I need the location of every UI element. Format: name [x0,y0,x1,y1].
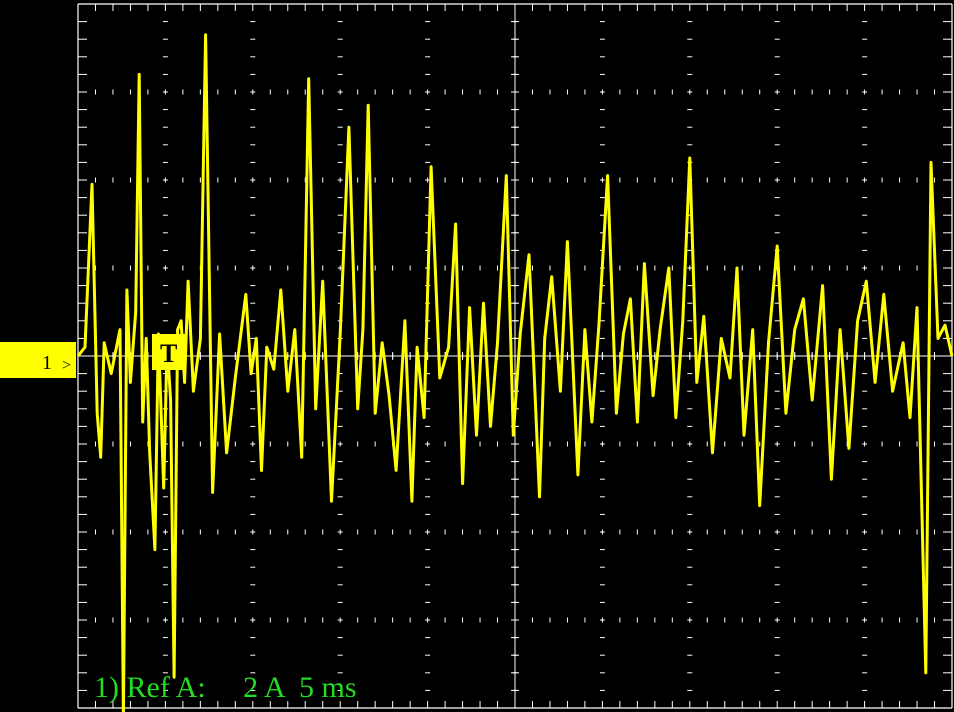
channel-1-marker[interactable]: 1 > [0,342,76,378]
trigger-marker-label: T [160,339,177,368]
channel-marker-arrow: > [62,357,71,374]
trace-layer [76,33,954,712]
channel-1-trace [76,33,954,712]
reference-readout: 1) Ref A: 2 A 5 ms [94,671,357,704]
channel-marker-box [0,342,76,378]
trigger-position-marker[interactable]: T [152,334,186,370]
channel-marker-label: 1 [42,352,52,374]
trigger-marker-box [152,334,186,370]
